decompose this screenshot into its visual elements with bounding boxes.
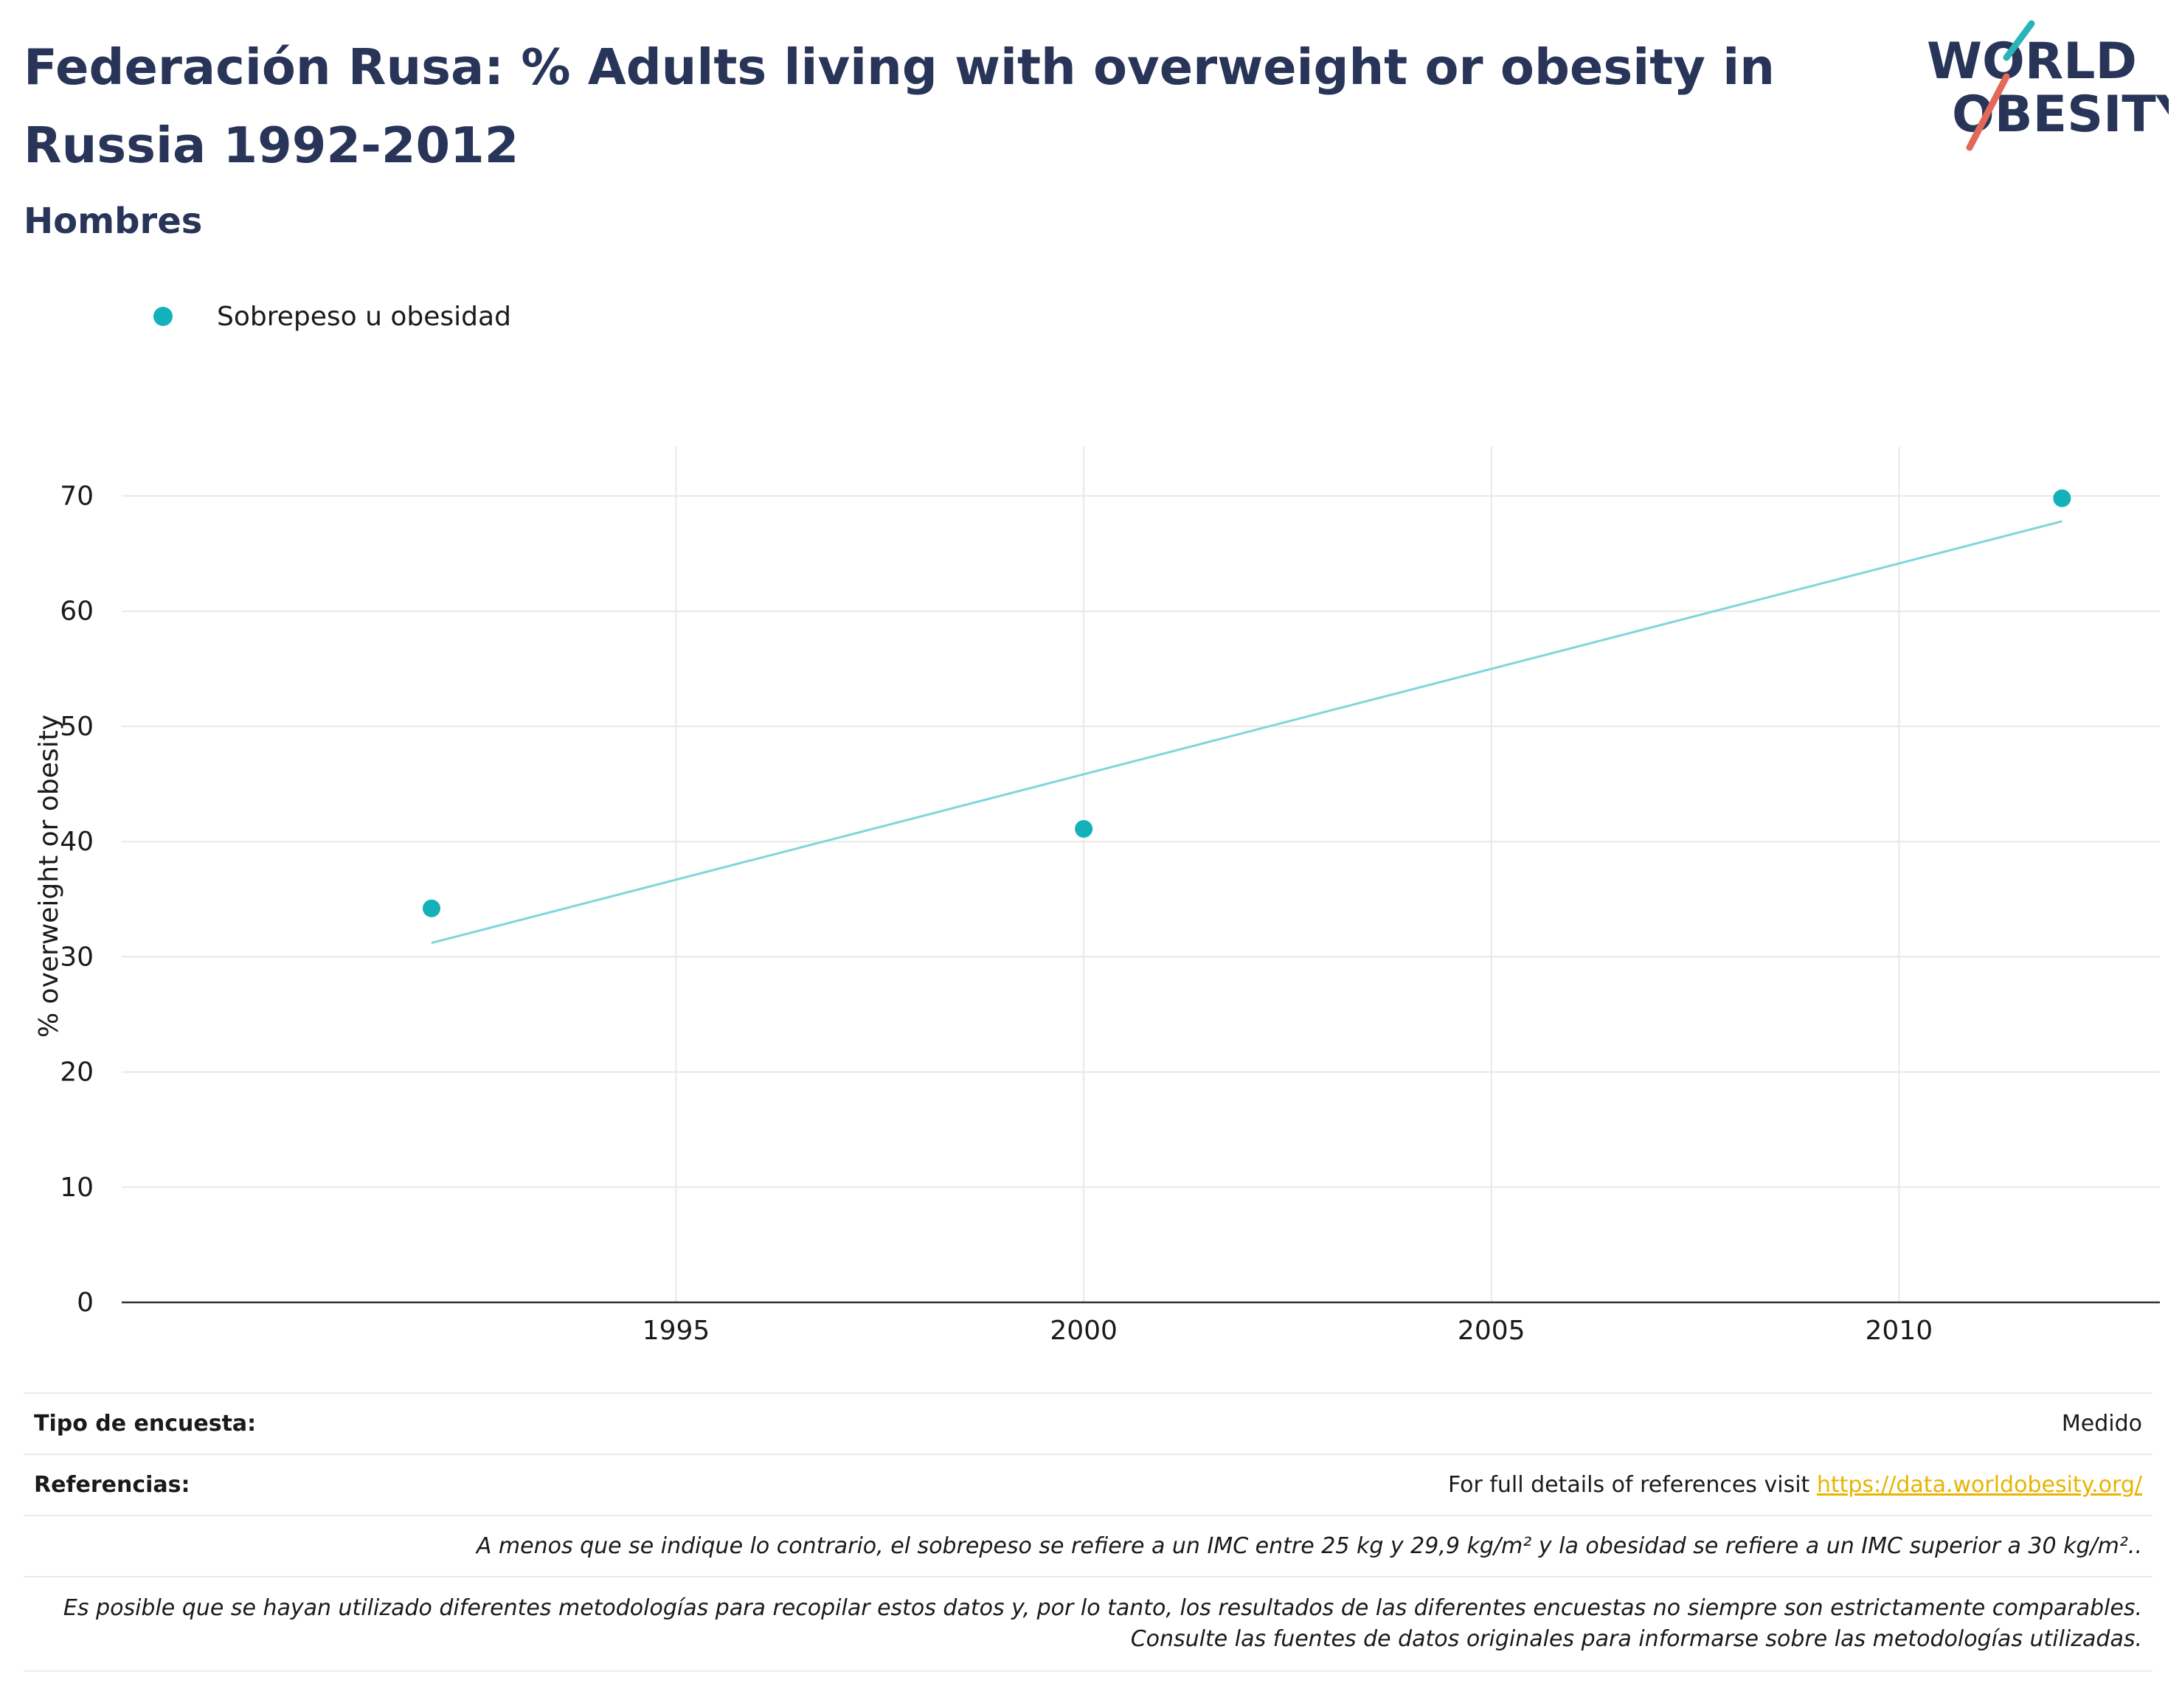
- data-point: [422, 899, 440, 917]
- legend-marker: [153, 307, 173, 326]
- y-tick-label: 0: [77, 1288, 94, 1318]
- chart-subtitle: Hombres: [24, 201, 203, 242]
- definition-note: A menos que se indique lo contrario, el …: [476, 1532, 2142, 1559]
- data-point: [2053, 489, 2071, 507]
- trend-line: [431, 520, 2062, 945]
- logo-slash-teal: [2003, 20, 2035, 61]
- y-tick-label: 60: [60, 597, 94, 627]
- references-value: For full details of references visit htt…: [1448, 1472, 2142, 1498]
- logo-text-world: WORLD: [1927, 32, 2137, 91]
- methodology-note: Es posible que se hayan utilizado difere…: [63, 1595, 2142, 1652]
- y-axis-label: % overweight or obesity: [34, 715, 64, 1038]
- references-link[interactable]: https://data.worldobesity.org/: [1816, 1472, 2142, 1498]
- scatter-chart: 0 10 20 30 40 50 60 70 1995 2000 2005 2010 % overwei…: [34, 447, 2160, 1346]
- survey-type-label: Tipo de encuesta:: [34, 1411, 257, 1437]
- footer-row-definition-note: A menos que se indique lo contrario, el …: [24, 1515, 2152, 1576]
- footer-row-methodology-note: Es posible que se hayan utilizado difere…: [24, 1576, 2152, 1672]
- chart-title: Federación Rusa: % Adults living with ov…: [24, 38, 1775, 174]
- y-tick-label: 30: [60, 942, 94, 972]
- data-point: [1075, 819, 1093, 838]
- y-tick-label: 40: [60, 827, 94, 857]
- world-obesity-logo: WORLD OBESITY: [1927, 20, 2169, 151]
- x-tick-label: 1995: [643, 1316, 710, 1346]
- y-tick-label: 10: [60, 1173, 94, 1203]
- logo-slash-red: [1966, 73, 2010, 151]
- legend: Sobrepeso u obesidad: [153, 296, 511, 336]
- y-tick-label: 20: [60, 1058, 94, 1088]
- references-text: For full details of references visit: [1447, 1472, 1817, 1498]
- survey-type-value: Medido: [2061, 1411, 2142, 1437]
- footer-row-references: Referencias: For full details of referen…: [24, 1454, 2152, 1515]
- y-tick-label: 70: [60, 481, 94, 511]
- x-tick-label: 2010: [1866, 1316, 1933, 1346]
- y-tick-label: 50: [60, 712, 94, 742]
- legend-label: Sobrepeso u obesidad: [217, 301, 511, 332]
- footer-table: Tipo de encuesta: Medido Referencias: Fo…: [24, 1392, 2152, 1672]
- x-tick-label: 2005: [1458, 1316, 1525, 1346]
- footer-row-survey-type: Tipo de encuesta: Medido: [24, 1392, 2152, 1454]
- references-label: Referencias:: [34, 1472, 190, 1498]
- x-tick-label: 2000: [1050, 1316, 1118, 1346]
